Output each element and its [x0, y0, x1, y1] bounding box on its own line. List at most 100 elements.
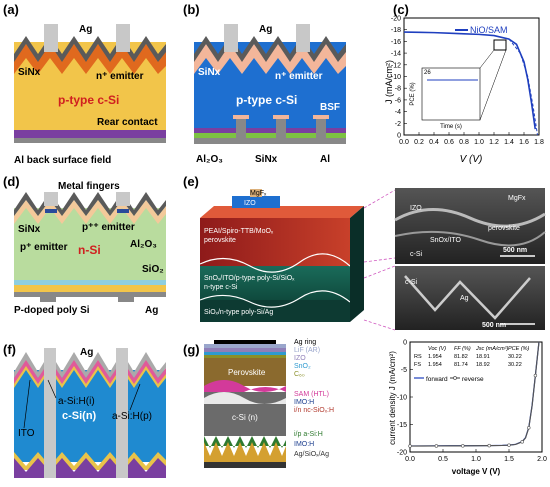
- sem-izo-label: IZO: [410, 205, 422, 212]
- y-tick-label: -4: [395, 109, 401, 116]
- mgfx-contact: [250, 189, 262, 197]
- c-si-label: c-Si (n): [232, 413, 258, 422]
- y-tick-label: -10: [391, 74, 401, 81]
- panel-h: 0.0 0.5 1.0 1.5 2.0 0 -5 -10 -15 -20 current dens…: [388, 340, 547, 477]
- x-tick-label: 0.5: [438, 456, 448, 463]
- ag-finger: [44, 348, 56, 478]
- panel-d-label: (d): [3, 174, 20, 189]
- zoom-box: [493, 39, 507, 51]
- sinx-rear-label: SiNx: [255, 154, 278, 165]
- layer-label: Ag/SiOₓ/Ag: [294, 451, 329, 458]
- layer2b-label: n-type c-Si: [204, 284, 238, 291]
- inset-ylabel: PCE (%): [410, 82, 416, 105]
- sem-image-bottom: [395, 266, 545, 330]
- dashed-curve: [508, 38, 538, 136]
- table-header: Jsc (mA/cm²): [475, 346, 509, 352]
- table-cell: 81.74: [454, 362, 468, 368]
- scale-label: 500 nm: [503, 247, 527, 254]
- zoom-line: [479, 49, 495, 69]
- base-label: p-type c-Si: [58, 93, 119, 107]
- plot-c-xlabel: V (V): [460, 154, 483, 165]
- sinx-label: SiNx: [18, 67, 41, 78]
- lif-layer: [204, 344, 286, 348]
- panel-d: (d) Metal fingers SiNx p⁺⁺ emitter Al₂O₃…: [3, 174, 166, 316]
- x-tick-label: 1.5: [504, 456, 514, 463]
- reverse-point: [434, 444, 439, 448]
- x-tick-label: 1.2: [489, 139, 499, 146]
- interface-line: [199, 290, 351, 308]
- x-tick-label: 0.6: [444, 139, 454, 146]
- bsf-label: BSF: [320, 102, 340, 113]
- x-tick-label: 0.0: [399, 139, 409, 146]
- ag-label: Ag: [79, 24, 92, 35]
- connector: [363, 265, 396, 279]
- layer1a-label: PEAI/Spiro-TTB/MoOₓ: [204, 228, 274, 235]
- series-nio-sam: [403, 31, 537, 130]
- pv-table: Voc (V) FF (%) Jsc (mA/cm²) PCE (%) RS 1.954 8…: [414, 346, 530, 368]
- sem-texture: [394, 208, 546, 228]
- plot-c-ticks: 0.0 0.2 0.4 0.6 0.8 1.0 1.2 1.4 1.6 1.8-20-18-16-…: [391, 16, 544, 147]
- sio2-label: SiO₂: [142, 264, 164, 275]
- sem-perovskite-label: perovskite: [488, 225, 520, 232]
- imo-rear-layer: [204, 442, 286, 462]
- al-label: Al: [320, 154, 330, 165]
- ppp-label: p⁺⁺ emitter: [82, 222, 135, 233]
- ag-finger: [116, 24, 130, 52]
- layer-label: i/n nc-SiOₓ:H: [294, 407, 334, 414]
- x-tick-label: 1.0: [474, 139, 484, 146]
- layer-label: IMO:H: [294, 399, 314, 406]
- panel-b: (b) Ag SiNx n⁺ emitter p-type c-Si BSF A…: [183, 2, 346, 165]
- table-cell: 1.954: [428, 362, 442, 368]
- ag-finger: [116, 348, 128, 478]
- panel-b-label: (b): [183, 2, 200, 17]
- table-cell: 30.22: [508, 354, 522, 360]
- scale-label: 500 nm: [482, 322, 506, 329]
- sio2-layer: [14, 280, 166, 285]
- ag-rear-layer: [204, 462, 286, 468]
- y-tick-label: -18: [391, 27, 401, 34]
- c-si-highlight: [204, 392, 286, 404]
- al2o3-label: Al₂O₃: [196, 154, 223, 165]
- metal-finger: [116, 192, 130, 206]
- ag-rear-layer: [14, 292, 166, 297]
- i-p-layer: [204, 436, 286, 448]
- zoom-line: [479, 49, 507, 121]
- layer2a-label: SnOₓ/ITO/p-type poly-Si/SiOₓ: [204, 275, 295, 282]
- local-contact: [316, 118, 326, 138]
- panel-c-label: (c): [393, 2, 409, 17]
- plot-h-series: [408, 341, 540, 448]
- mgfx-label: MgFₓ: [250, 190, 267, 197]
- pp-label: p⁺ emitter: [20, 242, 68, 253]
- sinx-label: SiNx: [198, 67, 221, 78]
- y-tick-label: -6: [395, 97, 401, 104]
- plot-h-ticks: 0.0 0.5 1.0 1.5 2.0 0 -5 -10 -15 -20: [397, 340, 547, 464]
- reverse-point: [461, 444, 465, 448]
- legend-nio-sam: NiO/SAM: [470, 25, 508, 35]
- emitter-label: n⁺ emitter: [96, 71, 144, 82]
- table-cell: 81.82: [454, 354, 468, 360]
- layer-label: Ag ring: [294, 339, 316, 346]
- reverse-point: [533, 373, 538, 378]
- layer-label: SnO₂: [294, 363, 311, 370]
- layer3-label: SiOₓ/n-type poly-Si/Ag: [204, 309, 273, 316]
- legend-forward: forward: [426, 376, 448, 383]
- n-si-label: n-Si: [78, 243, 101, 257]
- sem2-ag-label: Ag: [460, 295, 469, 302]
- y-tick-label: -10: [397, 395, 407, 402]
- sem-texture: [404, 275, 531, 320]
- bsf-region: [313, 115, 329, 119]
- izo-contact: [232, 196, 280, 208]
- reverse-point: [520, 440, 524, 444]
- izo-label: IZO: [244, 200, 256, 207]
- panel-c: (c) 0.0 0.2 0.4 0.6 0.8 1.0 1.2 1.4 1.6 1.8-20-18…: [384, 2, 544, 165]
- sinx-label: SiNx: [18, 224, 41, 235]
- panel-f-label: (f): [3, 342, 16, 357]
- sinx-rear-layer: [194, 133, 346, 138]
- al2o3-label: Al₂O₃: [130, 239, 157, 250]
- reverse-point: [487, 443, 491, 448]
- panel-a-label: (a): [3, 2, 19, 17]
- ppp-region: [117, 209, 129, 213]
- ag-finger: [224, 24, 238, 52]
